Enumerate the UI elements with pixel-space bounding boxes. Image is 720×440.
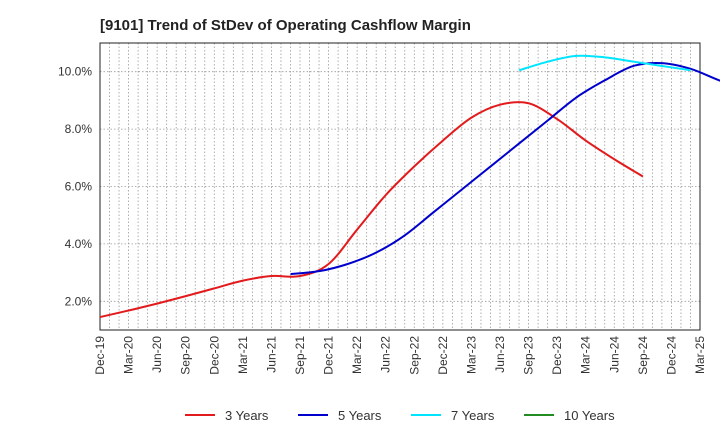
- x-tick-label: Dec-21: [322, 336, 336, 375]
- series-line-3-years: [99, 101, 644, 319]
- series-group: [99, 54, 720, 319]
- x-tick-label: Jun-23: [493, 336, 507, 373]
- x-tick-label: Dec-24: [664, 336, 678, 375]
- x-tick-label: Sep-21: [293, 336, 307, 375]
- y-tick-label: 6.0%: [65, 180, 93, 194]
- legend-label: 10 Years: [564, 408, 615, 423]
- x-tick-label: Dec-23: [550, 336, 564, 375]
- x-tick-label: Sep-23: [522, 336, 536, 375]
- legend-label: 5 Years: [338, 408, 382, 423]
- series-line-5-years: [290, 61, 720, 276]
- x-tick-label: Dec-22: [436, 336, 450, 375]
- legend-label: 7 Years: [451, 408, 495, 423]
- x-tick-label: Jun-24: [607, 336, 621, 373]
- y-axis: 2.0% 4.0% 6.0% 8.0% 10.0%: [58, 65, 92, 309]
- plot-area: [99, 42, 701, 331]
- series-line-7-years: [518, 54, 691, 72]
- legend: 3 Years 5 Years 7 Years 10 Years: [185, 408, 615, 423]
- x-tick-label: Dec-20: [207, 336, 221, 375]
- y-tick-label: 4.0%: [65, 237, 93, 251]
- x-tick-label: Mar-25: [693, 336, 707, 374]
- x-tick-label: Jun-20: [150, 336, 164, 373]
- legend-label: 3 Years: [225, 408, 269, 423]
- x-tick-label: Jun-21: [264, 336, 278, 373]
- x-tick-label: Mar-23: [464, 336, 478, 374]
- chart-title: [9101] Trend of StDev of Operating Cashf…: [100, 17, 471, 34]
- x-tick-label: Jun-22: [379, 336, 393, 373]
- y-tick-label: 10.0%: [58, 65, 92, 79]
- x-axis: Dec-19 Mar-20 Jun-20 Sep-20 Dec-20 Mar-21 Jun-…: [93, 336, 707, 375]
- x-tick-label: Dec-19: [93, 336, 107, 375]
- x-tick-label: Sep-24: [636, 336, 650, 375]
- x-tick-label: Sep-22: [407, 336, 421, 375]
- x-tick-label: Mar-20: [122, 336, 136, 374]
- y-tick-label: 2.0%: [65, 294, 93, 308]
- x-tick-label: Sep-20: [179, 336, 193, 375]
- x-tick-label: Mar-24: [579, 336, 593, 374]
- grid: [100, 43, 700, 330]
- y-tick-label: 8.0%: [65, 122, 93, 136]
- x-tick-label: Mar-22: [350, 336, 364, 374]
- x-tick-label: Mar-21: [236, 336, 250, 374]
